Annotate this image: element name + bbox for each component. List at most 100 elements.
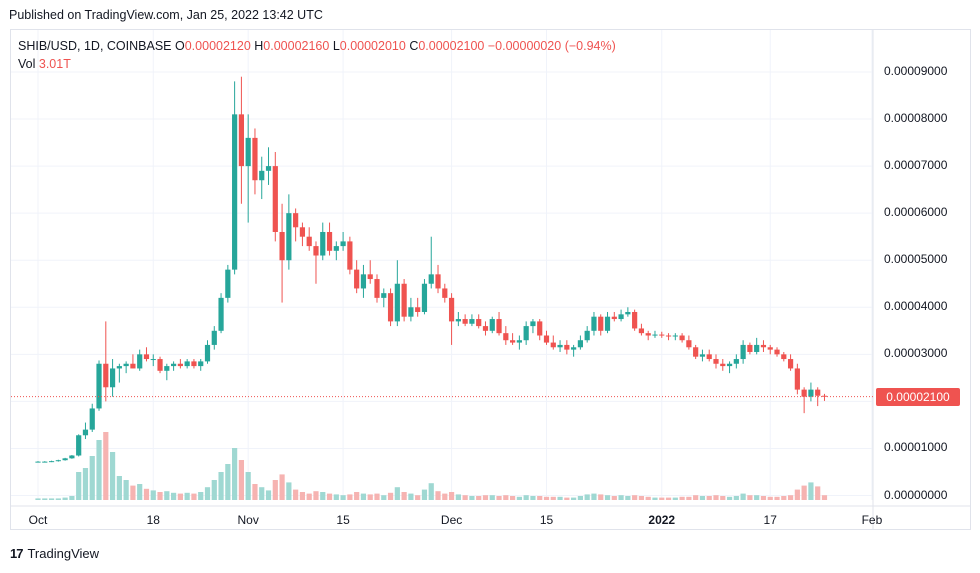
price-tick-label: 0.00005000 bbox=[884, 252, 948, 267]
candle-body bbox=[116, 366, 122, 369]
candle-body bbox=[198, 361, 204, 367]
volume-bar bbox=[421, 489, 428, 500]
candle-body bbox=[394, 283, 400, 322]
volume-bar bbox=[89, 456, 95, 500]
candle-body bbox=[591, 316, 597, 331]
candle-body bbox=[645, 333, 651, 336]
time-tick-label: Dec bbox=[440, 513, 463, 527]
volume-value: 3.01T bbox=[38, 57, 71, 71]
volume-bar bbox=[740, 493, 746, 500]
candle-body bbox=[442, 288, 448, 298]
volume-bar bbox=[679, 496, 685, 500]
price-tick-label: 0.00009000 bbox=[884, 64, 948, 78]
candle-body bbox=[699, 354, 706, 357]
volume-bar bbox=[225, 464, 231, 500]
volume-bar bbox=[571, 497, 577, 500]
candle-body bbox=[632, 311, 638, 329]
candle-body bbox=[265, 166, 272, 171]
volume-bar bbox=[82, 468, 89, 500]
volume-bar bbox=[781, 496, 787, 500]
volume-bar bbox=[62, 497, 68, 500]
last-price-tag: 0.00002100 bbox=[876, 387, 960, 406]
tradingview-brand[interactable]: 17 TradingView bbox=[10, 546, 99, 561]
time-tick-label: 15 bbox=[336, 513, 350, 527]
volume-bar bbox=[96, 440, 102, 500]
candle-body bbox=[557, 344, 563, 348]
volume-bar bbox=[401, 492, 407, 500]
volume-bar bbox=[354, 492, 360, 500]
candle-body bbox=[347, 241, 353, 270]
price-tick-label: 0.00000000 bbox=[884, 487, 948, 502]
volume-bar bbox=[130, 485, 136, 500]
candle-body bbox=[469, 319, 475, 324]
volume-bar bbox=[713, 495, 719, 500]
price-tick-label: 0.00003000 bbox=[884, 346, 948, 361]
candle-body bbox=[625, 311, 631, 315]
volume-bar bbox=[333, 494, 339, 500]
candle-body bbox=[340, 241, 346, 247]
volume-bar bbox=[211, 480, 217, 500]
volume-bar bbox=[360, 493, 367, 500]
candle-body bbox=[130, 363, 136, 369]
volume-bar bbox=[510, 496, 516, 500]
candle-body bbox=[306, 236, 312, 247]
volume-bar bbox=[801, 485, 807, 500]
volume-bar bbox=[259, 487, 265, 500]
volume-bar bbox=[232, 448, 238, 500]
close-value: 0.00002100 bbox=[418, 39, 485, 53]
volume-bar bbox=[279, 474, 285, 500]
candle-body bbox=[55, 460, 61, 462]
volume-bar bbox=[747, 495, 753, 500]
candle-body bbox=[225, 269, 231, 298]
price-tick-label: 0.00006000 bbox=[884, 205, 948, 220]
candle-body bbox=[571, 347, 577, 350]
symbol-label[interactable]: SHIB/USD, 1D, COINBASE bbox=[18, 39, 172, 53]
volume-bar bbox=[503, 495, 509, 500]
candle-body bbox=[374, 279, 380, 298]
volume-bar bbox=[632, 495, 638, 500]
volume-bar bbox=[496, 496, 502, 500]
volume-bar bbox=[604, 495, 611, 500]
candle-body bbox=[815, 389, 821, 396]
volume-bar bbox=[408, 493, 414, 500]
candle-body bbox=[204, 344, 211, 362]
candle-body bbox=[76, 435, 82, 456]
volume-bar bbox=[733, 496, 739, 500]
candle-body bbox=[686, 340, 692, 348]
tradingview-logo-icon: 17 bbox=[10, 546, 24, 561]
candle-body bbox=[652, 334, 658, 336]
volume-bar bbox=[415, 495, 421, 500]
volume-bar bbox=[598, 494, 604, 500]
candle-body bbox=[564, 344, 570, 350]
volume-bar bbox=[482, 495, 489, 500]
candle-body bbox=[604, 316, 611, 331]
volume-bar bbox=[665, 497, 672, 500]
candle-body bbox=[706, 354, 712, 360]
price-tick-label: 0.00004000 bbox=[884, 299, 948, 314]
candle-body bbox=[577, 340, 583, 348]
candle-body bbox=[767, 347, 773, 350]
candle-body bbox=[462, 319, 468, 324]
chart-frame bbox=[10, 29, 971, 530]
volume-bar bbox=[652, 497, 658, 500]
volume-bar bbox=[137, 484, 143, 500]
volume-bar bbox=[299, 492, 306, 500]
candle-body bbox=[611, 316, 617, 320]
ohlc-legend: SHIB/USD, 1D, COINBASE O0.00002120 H0.00… bbox=[18, 39, 616, 53]
candle-body bbox=[143, 354, 150, 360]
volume-bar bbox=[171, 492, 177, 500]
candle-body bbox=[150, 359, 156, 361]
candle-body bbox=[218, 297, 224, 331]
time-tick-label: 2022 bbox=[648, 513, 676, 527]
volume-bar bbox=[387, 492, 394, 500]
candle-body bbox=[720, 363, 726, 367]
volume-bar bbox=[265, 490, 272, 500]
volume-bar bbox=[123, 480, 129, 500]
candle-body bbox=[448, 297, 455, 322]
volume-bar bbox=[699, 496, 706, 500]
candle-body bbox=[482, 326, 489, 331]
volume-bar bbox=[435, 491, 441, 500]
volume-bar bbox=[584, 494, 590, 500]
candle-body bbox=[679, 335, 685, 341]
